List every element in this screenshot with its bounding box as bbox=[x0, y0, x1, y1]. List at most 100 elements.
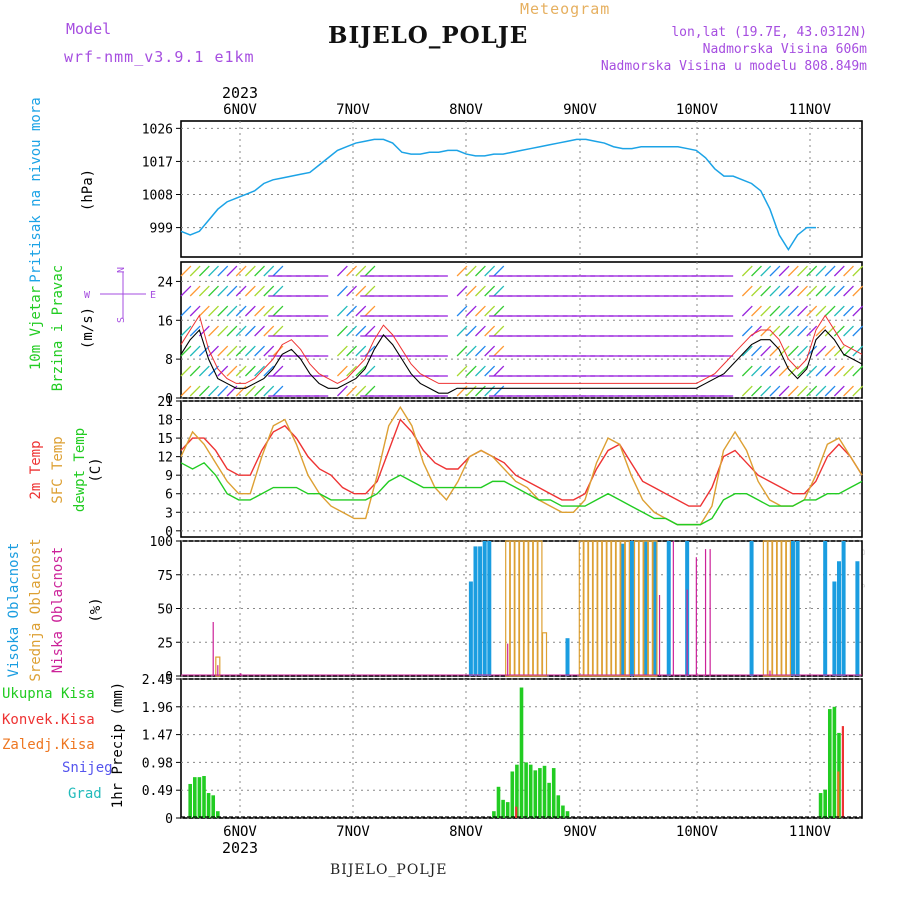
compass-s: S bbox=[116, 317, 127, 323]
wind-arrow bbox=[852, 285, 864, 297]
panel-temp-frame bbox=[180, 400, 863, 538]
bottom-day-label-2: 8NOV bbox=[449, 824, 483, 840]
high-cloud-bar bbox=[841, 541, 846, 676]
wind-arrow bbox=[769, 265, 781, 277]
precip-total-bar bbox=[202, 776, 206, 818]
precip-freezing-bar bbox=[837, 771, 840, 818]
wind-arrow bbox=[465, 325, 477, 337]
wind-arrow bbox=[180, 305, 192, 317]
wind-arrow bbox=[244, 285, 256, 297]
wind-arrow bbox=[465, 285, 477, 297]
bottom-day-label-3: 9NOV bbox=[563, 824, 597, 840]
high-cloud-bar bbox=[749, 541, 754, 676]
wind-arrow bbox=[208, 385, 219, 397]
wind-arrow bbox=[456, 325, 468, 337]
mid-cloud-bar bbox=[532, 540, 538, 677]
mid-cloud-bar bbox=[624, 540, 630, 677]
wind-arrow bbox=[815, 345, 827, 357]
mid-cloud-bar bbox=[541, 632, 548, 677]
wind-arrow bbox=[226, 365, 238, 377]
panel-precip-ytick-label-3: 0.98 bbox=[142, 756, 173, 771]
wind-arrow bbox=[346, 285, 358, 297]
wind-arrow bbox=[355, 285, 367, 297]
precip-total-bar bbox=[832, 706, 837, 818]
panel-pressure-ytick-label-3: 999 bbox=[150, 222, 173, 237]
cloud-ylabel-3: Niska Oblacnost bbox=[50, 547, 66, 673]
wind-arrow bbox=[741, 325, 753, 337]
wind-arrow bbox=[465, 305, 477, 317]
wind-arrow bbox=[778, 285, 790, 297]
panel-precip-ytick-label-4: 0.49 bbox=[142, 784, 173, 799]
wind-arrow bbox=[797, 325, 808, 337]
wind-arrow bbox=[852, 265, 864, 277]
wind-arrow bbox=[355, 305, 367, 317]
precip-total-bar bbox=[211, 795, 216, 818]
wind-arrow bbox=[843, 345, 854, 357]
wind-arrow bbox=[806, 305, 818, 317]
high-cloud-bar bbox=[487, 541, 492, 676]
top-day-label-4: 10NOV bbox=[676, 102, 719, 118]
precip-total-bar bbox=[528, 764, 533, 818]
low-cloud-bar bbox=[769, 670, 771, 676]
wind-arrow bbox=[484, 365, 496, 377]
precip-total-bar bbox=[206, 793, 211, 818]
precip-total-bar bbox=[505, 802, 510, 818]
wind-arrow bbox=[797, 305, 808, 317]
mid-cloud-bar bbox=[528, 540, 534, 677]
wind-arrow bbox=[263, 385, 275, 397]
pressure-series-line bbox=[180, 138, 816, 252]
wind-arrow bbox=[806, 385, 818, 397]
wind-arrow bbox=[815, 385, 827, 397]
panel-precip-ytick-label-1: 1.96 bbox=[142, 701, 173, 716]
precip-total-bar bbox=[501, 799, 505, 818]
wind-arrow bbox=[484, 345, 496, 357]
wind-arrow bbox=[824, 365, 836, 377]
wind-arrow bbox=[254, 265, 265, 277]
wind-arrow bbox=[244, 345, 256, 357]
wind-arrow bbox=[843, 305, 854, 317]
wind-arrow bbox=[751, 385, 762, 397]
wind-arrow bbox=[355, 265, 367, 277]
wind-arrow bbox=[760, 385, 772, 397]
low-cloud-bar bbox=[212, 622, 214, 676]
wind-arrow bbox=[852, 365, 864, 377]
wind-arrow bbox=[815, 265, 827, 277]
wind-arrow bbox=[769, 285, 781, 297]
wind-arrow bbox=[741, 265, 753, 277]
wind-arrow bbox=[475, 305, 486, 317]
precip-total-bar bbox=[827, 709, 832, 818]
wind-arrow bbox=[336, 325, 348, 337]
wind-arrow bbox=[217, 365, 229, 377]
wind-arrow bbox=[787, 265, 799, 277]
wind-arrow bbox=[760, 325, 772, 337]
panel-precip-ytick-label-0: 2.45 bbox=[142, 673, 173, 688]
precip-total-bar bbox=[561, 805, 565, 818]
wind-arrow bbox=[815, 365, 827, 377]
wind-arrow bbox=[272, 305, 284, 317]
wind-arrow bbox=[364, 365, 376, 377]
wind-arrow bbox=[787, 325, 799, 337]
wind-arrow bbox=[355, 325, 367, 337]
precip-total-bar bbox=[538, 768, 542, 818]
panel-temp-ytick-label-5: 6 bbox=[165, 488, 173, 503]
temp-2m-line bbox=[180, 418, 863, 507]
low-cloud-bar bbox=[709, 549, 711, 676]
wind-arrow bbox=[189, 365, 201, 377]
high-cloud-bar bbox=[666, 541, 671, 676]
wind-arrow bbox=[493, 265, 505, 277]
wind-arrow bbox=[336, 305, 348, 317]
high-cloud-bar bbox=[855, 561, 860, 676]
bottom-day-label-5: 11NOV bbox=[789, 824, 832, 840]
precip-total-bar bbox=[188, 783, 193, 818]
precip-total-bar bbox=[533, 770, 538, 818]
wind-arrow bbox=[198, 365, 210, 377]
panel-pressure-frame bbox=[180, 120, 863, 258]
panel-pressure-ytick-label-2: 1008 bbox=[142, 189, 173, 204]
wind-arrow bbox=[493, 285, 505, 297]
panel-cloud-ytick-label-3: 25 bbox=[157, 636, 173, 651]
wind-arrow bbox=[235, 365, 247, 377]
wind-arrow bbox=[787, 285, 799, 297]
precip-total-bar bbox=[216, 811, 220, 818]
legend-freezing: Zaledj.Kisa bbox=[2, 737, 95, 753]
wind-arrow bbox=[226, 325, 238, 337]
